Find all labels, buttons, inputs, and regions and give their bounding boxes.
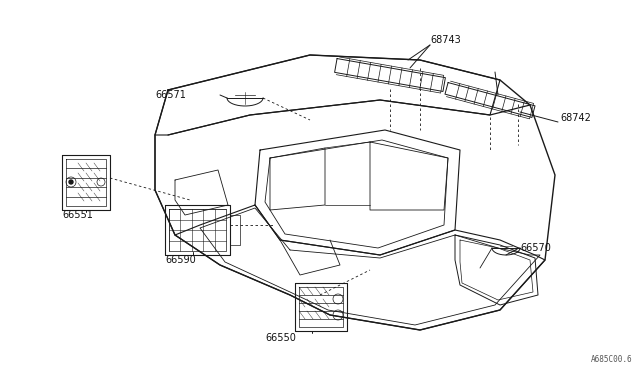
Text: 66571: 66571 [155,90,186,100]
Text: 66550: 66550 [265,333,296,343]
Text: 66570: 66570 [520,243,551,253]
Text: A685C00.6: A685C00.6 [590,355,632,364]
Text: 66590: 66590 [165,255,196,265]
Text: 68742: 68742 [560,113,591,123]
Text: 68743: 68743 [430,35,461,45]
Circle shape [69,180,73,184]
Text: 66551: 66551 [62,210,93,220]
